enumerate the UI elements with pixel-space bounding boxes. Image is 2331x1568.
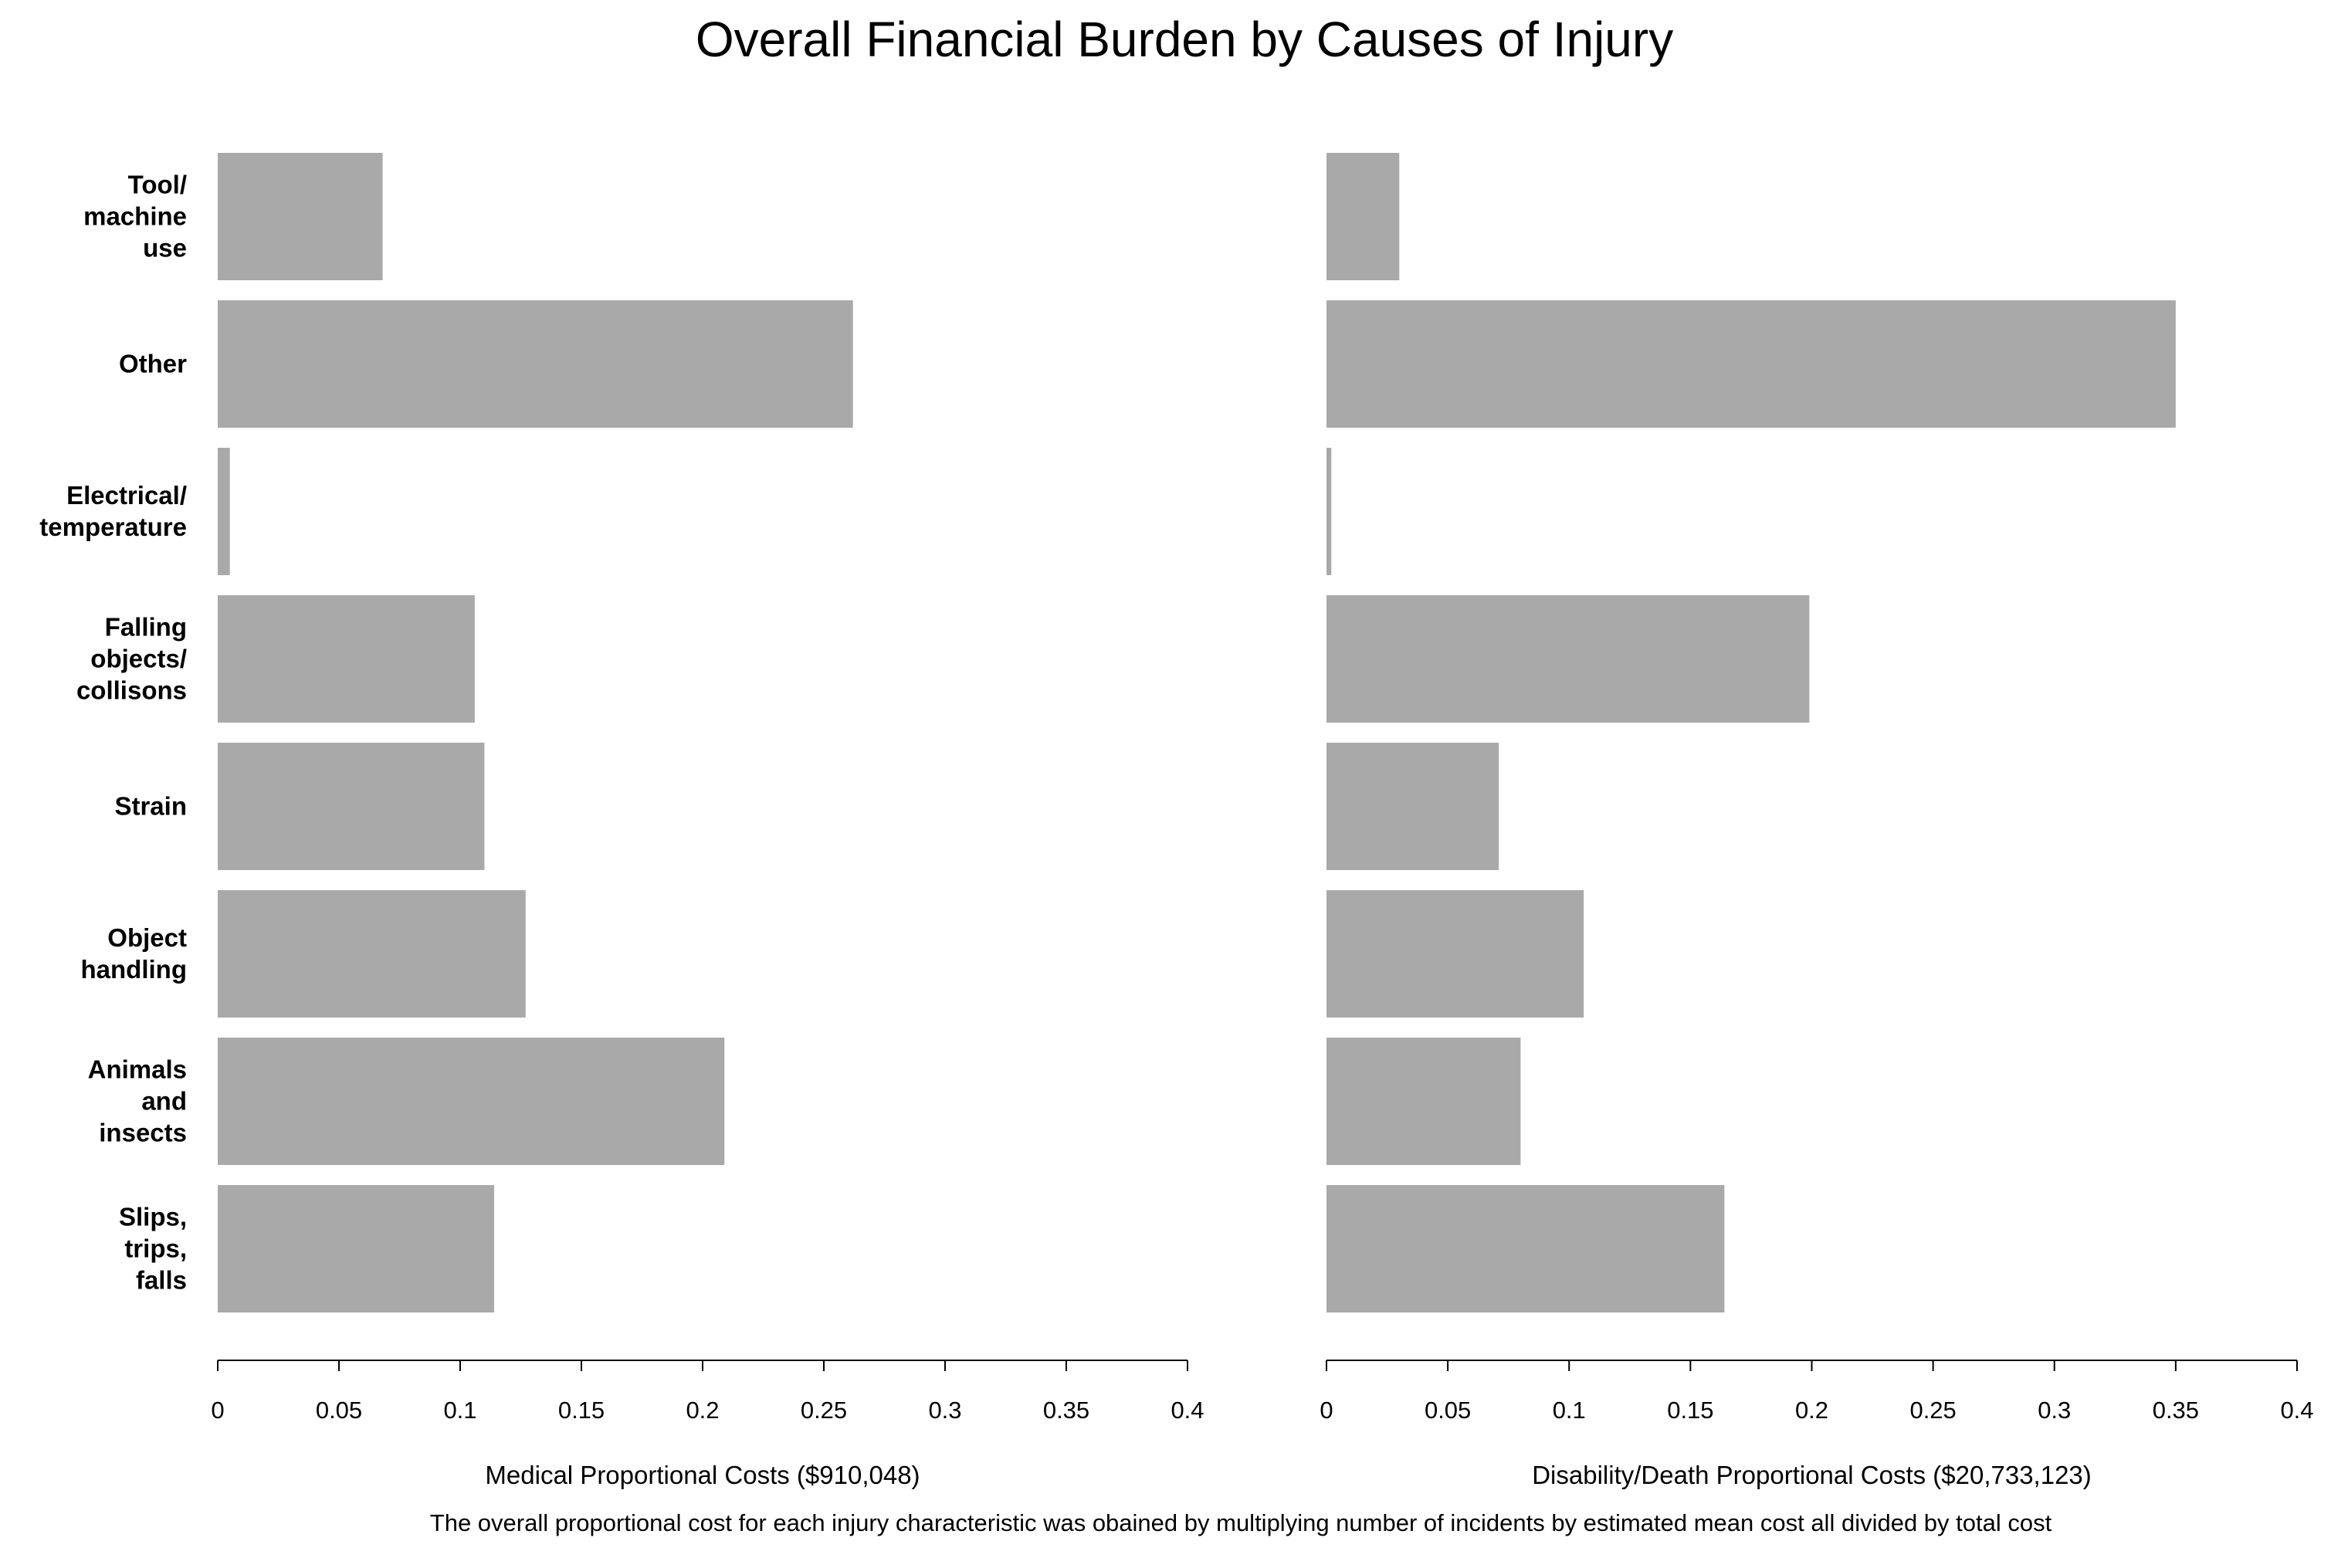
category-label: Strain — [114, 792, 187, 821]
category-label: Falling objects/collisons — [76, 613, 187, 705]
bar-0-4 — [218, 743, 485, 870]
bar-0-1 — [218, 300, 853, 428]
x-tick-label: 0.25 — [1909, 1397, 1956, 1424]
x-tick-label: 0.4 — [2280, 1397, 2313, 1424]
x-tick-label: 0.3 — [928, 1397, 961, 1424]
category-label: Animals and insects — [88, 1055, 187, 1147]
x-tick-label: 0.2 — [686, 1397, 719, 1424]
disability-death-costs-panel: 0 0.05 0.1 0.15 0.2 0.25 0.3 0.35 0.4 Disability/… — [1320, 153, 2314, 1489]
category-label: Object handling — [81, 923, 187, 984]
x-tick-label: 0.35 — [1043, 1397, 1089, 1424]
x-tick-label: 0.3 — [2038, 1397, 2071, 1424]
x-axis-title: Disability/Death Proportional Costs ($20… — [1532, 1461, 2092, 1489]
x-tick-label: 0.05 — [316, 1397, 362, 1424]
category-label: Other — [119, 350, 187, 378]
bar-0-3 — [218, 595, 475, 723]
x-tick-label: 0.4 — [1171, 1397, 1204, 1424]
x-tick-label: 0.35 — [2153, 1397, 2199, 1424]
x-tick-label: 0.25 — [801, 1397, 847, 1424]
category-label: Electrical/temperature — [39, 481, 187, 541]
medical-costs-panel: Tool/machine use Other Electrical/temperatu… — [39, 153, 1204, 1489]
bar-1-0 — [1326, 153, 1400, 280]
bar-1-3 — [1326, 595, 1810, 723]
category-label: Slips, trips, falls — [119, 1203, 187, 1295]
x-tick-label: 0 — [211, 1397, 224, 1424]
bar-0-6 — [218, 1038, 725, 1165]
bar-1-1 — [1326, 300, 2176, 428]
x-tick-label: 0.15 — [558, 1397, 605, 1424]
x-tick-label: 0.2 — [1795, 1397, 1828, 1424]
bar-1-4 — [1326, 743, 1499, 870]
bar-0-0 — [218, 153, 383, 280]
bar-1-6 — [1326, 1038, 1521, 1165]
bar-1-5 — [1326, 890, 1584, 1018]
x-tick-label: 0.15 — [1667, 1397, 1713, 1424]
bar-0-5 — [218, 890, 526, 1018]
chart-title: Overall Financial Burden by Causes of In… — [696, 12, 1673, 67]
x-tick-label: 0 — [1320, 1397, 1333, 1424]
x-tick-label: 0.1 — [443, 1397, 476, 1424]
chart-caption: The overall proportional cost for each i… — [430, 1509, 2052, 1536]
x-tick-label: 0.1 — [1553, 1397, 1586, 1424]
bar-0-2 — [218, 448, 230, 575]
x-tick-label: 0.05 — [1425, 1397, 1471, 1424]
bar-1-2 — [1326, 448, 1332, 575]
category-label: Tool/machine use — [83, 171, 187, 262]
bar-1-7 — [1326, 1185, 1725, 1312]
x-axis-title: Medical Proportional Costs ($910,048) — [485, 1461, 920, 1489]
bar-0-7 — [218, 1185, 494, 1312]
